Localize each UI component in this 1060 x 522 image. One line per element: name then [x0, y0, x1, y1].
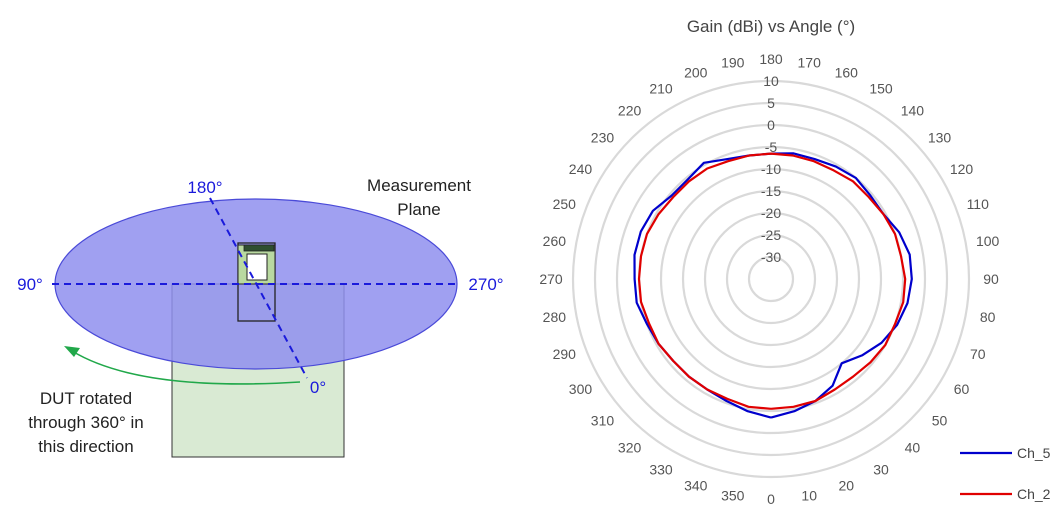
angle-tick-label: 180: [759, 51, 783, 67]
angle-tick-label: 140: [901, 102, 925, 118]
angle-tick-label: 120: [950, 161, 974, 177]
angle-tick-label: 270: [539, 271, 563, 287]
angle-tick-label: 330: [649, 462, 673, 478]
grid-ring-1: [747, 255, 795, 303]
grid-ring-2: [725, 233, 817, 325]
rotation-note-line3: this direction: [38, 437, 133, 456]
angle-tick-label: 80: [980, 309, 996, 325]
angle-tick-label: 160: [835, 64, 859, 80]
dut-connector: [243, 244, 275, 252]
angle-tick-label: 230: [591, 130, 615, 146]
angle-tick-label: 90: [983, 271, 999, 287]
angle-tick-label: 60: [954, 381, 970, 397]
angle-label-180: 180°: [187, 178, 222, 197]
rotation-arrow-head: [64, 346, 80, 357]
rotation-note-line1: DUT rotated: [40, 389, 132, 408]
legend-label: Ch_5: [1017, 445, 1051, 461]
angle-label-270: 270°: [468, 275, 503, 294]
radial-tick-label: -10: [761, 161, 781, 177]
angle-tick-label: 200: [684, 64, 708, 80]
angle-tick-label: 100: [976, 233, 1000, 249]
angle-tick-label: 320: [618, 440, 642, 456]
angle-tick-label: 130: [928, 130, 952, 146]
angle-tick-label: 110: [967, 196, 990, 212]
angle-tick-label: 190: [721, 54, 745, 70]
chart-title: Gain (dBi) vs Angle (°): [687, 17, 855, 36]
grid-ring-4: [681, 189, 861, 369]
angle-tick-label: 250: [553, 196, 577, 212]
angle-tick-label: 150: [869, 80, 893, 96]
angle-tick-label: 20: [838, 478, 854, 494]
grid-ring-8: [593, 101, 949, 457]
grid-ring-5: [659, 167, 883, 391]
radial-tick-label: 10: [763, 73, 779, 89]
axis-180-0: [209, 197, 308, 379]
angle-tick-label: 30: [873, 462, 889, 478]
radial-tick-label: -20: [761, 205, 781, 221]
plane-label-line2: Plane: [397, 200, 440, 219]
angle-tick-label: 240: [569, 161, 593, 177]
angle-tick-label: 50: [932, 412, 948, 428]
rotation-note-line2: through 360° in: [28, 413, 144, 432]
plane-label-line1: Measurement: [367, 176, 471, 195]
radial-tick-label: -15: [761, 183, 781, 199]
angle-tick-label: 350: [721, 488, 745, 504]
angle-label-90: 90°: [17, 275, 43, 294]
angle-tick-label: 210: [649, 80, 673, 96]
angle-tick-label: 220: [618, 102, 642, 118]
legend-label: Ch_2: [1017, 486, 1051, 502]
grid-ring-7: [615, 123, 927, 435]
measurement-diagram: 180° 90° 270° 0° Measurement Plane DUT r…: [17, 176, 504, 458]
angle-tick-label: 280: [543, 309, 567, 325]
angle-label-0: 0°: [310, 378, 326, 397]
polar-gain-chart: Gain (dBi) vs Angle (°) -30-25-20-15-10-…: [539, 17, 1050, 507]
angle-tick-label: 170: [798, 54, 822, 70]
angle-tick-labels: 0 102030405060708090100110120130140150160…: [539, 51, 999, 507]
angle-tick-label: 260: [543, 233, 567, 249]
radial-tick-label: -25: [761, 227, 781, 243]
angle-tick-label: 310: [591, 412, 615, 428]
angle-tick-label: 0: [767, 491, 775, 507]
angle-tick-label: 300: [569, 381, 593, 397]
grid-ring-9: [571, 79, 971, 479]
angle-tick-label: 40: [905, 440, 921, 456]
grid-ring-3: [703, 211, 839, 347]
series-layer: [633, 152, 913, 419]
radial-tick-label: 5: [767, 95, 775, 111]
rotation-arrow: [71, 350, 301, 385]
angle-tick-label: 290: [553, 346, 577, 362]
series-line-ch-2: [637, 152, 907, 410]
radial-tick-labels: -30 -25 -20 -15 -10 -5 0 5 10: [761, 73, 781, 265]
radial-tick-label: -30: [761, 249, 781, 265]
chart-legend: Ch_5 Ch_2: [960, 445, 1051, 502]
angle-tick-label: 70: [970, 346, 986, 362]
radial-tick-label: 0: [767, 117, 775, 133]
angle-tick-label: 10: [801, 488, 817, 504]
dut-chip: [246, 253, 268, 281]
angle-tick-label: 340: [684, 478, 708, 494]
radial-tick-label: -5: [765, 139, 778, 155]
